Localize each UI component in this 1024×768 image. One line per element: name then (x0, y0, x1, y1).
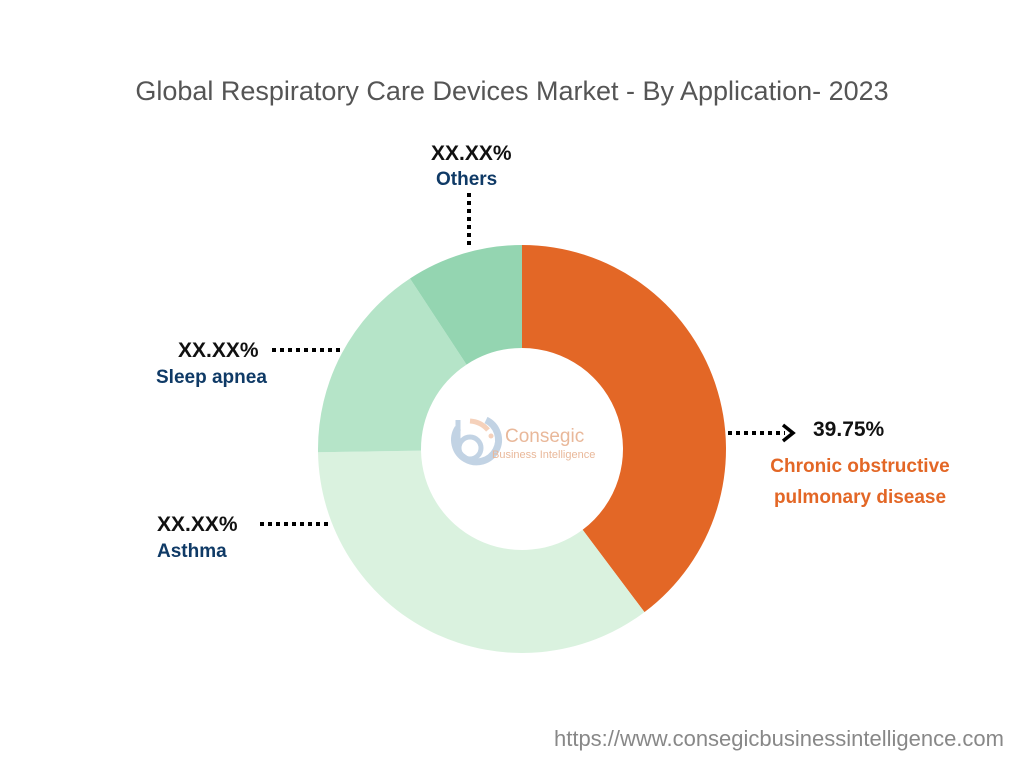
logo-icon (451, 416, 502, 466)
slice-others (409, 245, 522, 365)
slice-chronic-obstructive-pulmonary-disease (522, 245, 726, 613)
data-label-asthma: XX.XX% (157, 513, 238, 536)
data-label-copd: 39.75% (813, 418, 885, 441)
category-label-sleep-apnea: Sleep apnea (156, 367, 267, 388)
category-label-asthma: Asthma (157, 541, 227, 562)
arrow-icon (781, 423, 796, 443)
data-label-others: XX.XX% (431, 142, 512, 165)
category-label-others: Others (436, 169, 498, 190)
data-label-sleep-apnea: XX.XX% (178, 339, 259, 362)
category-label-copd: Chronic obstructive pulmonary disease (770, 456, 950, 508)
footer-url: https://www.consegicbusinessintelligence… (553, 726, 1004, 751)
slice-sleep-apnea (318, 278, 467, 453)
chart-title: Global Respiratory Care Devices Market -… (135, 76, 889, 106)
slice-asthma (318, 450, 645, 653)
watermark-line2: Business Intelligence (492, 449, 596, 461)
watermark-line1: Consegic (505, 426, 585, 447)
